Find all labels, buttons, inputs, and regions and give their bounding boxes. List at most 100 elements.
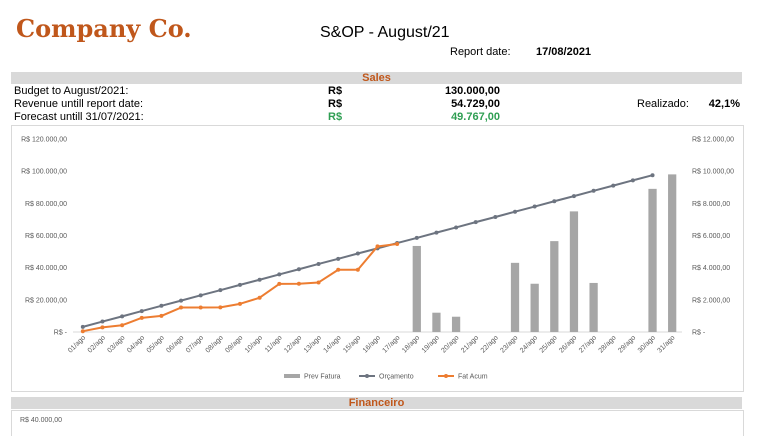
sales-section-header: Sales (11, 72, 742, 84)
legend-label: Fat Acum (458, 374, 488, 381)
fat-acum-point (179, 305, 184, 310)
prev-fatura-bar (668, 174, 677, 332)
prev-fatura-bar (648, 188, 657, 332)
fat-acum-point (218, 305, 223, 310)
fat-acum-point (277, 281, 282, 286)
x-axis-tick-label: 23/ago (499, 334, 519, 354)
prev-fatura-bar (451, 316, 461, 332)
x-axis-tick-label: 22/ago (480, 334, 500, 354)
fat-acum-point (375, 244, 380, 249)
report-date-label: Report date: (450, 46, 511, 58)
orcamento-point (571, 194, 576, 199)
x-axis-tick-label: 02/ago (87, 334, 107, 354)
orcamento-point (159, 303, 164, 308)
orcamento-point (336, 256, 341, 261)
x-axis-tick-label: 24/ago (519, 334, 539, 354)
orcamento-point (434, 230, 439, 235)
x-axis-tick-label: 10/ago (244, 334, 264, 354)
orcamento-point (630, 178, 635, 183)
orcamento-point (650, 173, 655, 178)
right-axis-tick-label: R$ 8.000,00 (692, 201, 730, 208)
fat-acum-point (296, 281, 301, 286)
fat-acum-point (257, 295, 262, 300)
budget-currency: R$ (328, 85, 343, 97)
x-axis-tick-label: 04/ago (126, 334, 146, 354)
fat-acum-point (139, 315, 144, 320)
left-axis-tick-label: R$ 120.000,00 (21, 137, 67, 144)
revenue-value: 54.729,00 (451, 98, 500, 110)
orcamento-point (218, 288, 223, 293)
x-axis-tick-label: 19/ago (421, 334, 441, 354)
company-name: Company Co. (16, 14, 192, 43)
orcamento-point (355, 251, 360, 256)
fat-acum-point (336, 267, 341, 272)
forecast-label: Forecast untill 31/07/2021: (14, 111, 144, 123)
left-axis-tick-label: R$ 80.000,00 (25, 201, 67, 208)
right-axis-tick-label: R$ 10.000,00 (692, 169, 734, 176)
report-title: S&OP - August/21 (320, 24, 450, 41)
fat-acum-line (82, 243, 398, 333)
orcamento-point (139, 309, 144, 314)
orcamento-point (493, 215, 498, 220)
orcamento-point (316, 261, 321, 266)
x-axis-tick-label: 07/ago (185, 334, 205, 354)
orcamento-line (82, 174, 653, 328)
x-axis-tick-label: 09/ago (224, 334, 244, 354)
fat-acum-point (198, 305, 203, 310)
x-axis-tick-label: 06/ago (165, 334, 185, 354)
financeiro-chart: R$ 40.000,00 (11, 410, 744, 436)
orcamento-point (611, 183, 616, 188)
forecast-currency: R$ (328, 111, 343, 123)
x-axis-tick-label: 15/ago (342, 334, 362, 354)
x-axis-tick-label: 28/ago (598, 334, 618, 354)
orcamento-point (473, 220, 478, 225)
prev-fatura-bar (589, 282, 598, 332)
x-axis-tick-label: 14/ago (323, 334, 343, 354)
x-axis-tick-label: 08/ago (205, 334, 225, 354)
x-axis-tick-label: 27/ago (578, 334, 598, 354)
orcamento-point (179, 298, 184, 303)
financeiro-y-tick: R$ 40.000,00 (20, 417, 63, 424)
orcamento-point (513, 209, 518, 214)
sales-chart-svg: R$ - R$ - R$ 20.000,00 R$ 2.000,00 R$ 40.000… (21, 137, 734, 381)
orcamento-point (532, 204, 537, 209)
legend-swatch (284, 374, 300, 378)
fat-acum-point (80, 329, 85, 334)
legend-swatch-marker (444, 374, 448, 378)
budget-value: 130.000,00 (444, 85, 500, 97)
right-axis-tick-label: R$ - (692, 330, 706, 337)
revenue-label: Revenue untill report date: (14, 98, 144, 110)
left-axis-tick-label: R$ 100.000,00 (21, 169, 67, 176)
left-axis-tick-label: R$ - (54, 330, 68, 337)
x-axis-tick-label: 25/ago (539, 334, 559, 354)
orcamento-point (257, 277, 262, 282)
orcamento-point (591, 188, 596, 193)
x-axis-tick-label: 12/ago (283, 334, 303, 354)
x-axis-tick-label: 29/ago (617, 334, 637, 354)
right-axis-tick-label: R$ 12.000,00 (692, 137, 734, 144)
legend-label: Orçamento (379, 374, 414, 381)
right-axis-tick-label: R$ 6.000,00 (692, 233, 730, 240)
fat-acum-point (355, 267, 360, 272)
orcamento-point (80, 324, 85, 329)
orcamento-point (552, 199, 557, 204)
legend-swatch-marker (365, 374, 369, 378)
fat-acum-point (237, 301, 242, 306)
x-axis-tick-label: 01/ago (67, 334, 87, 354)
orcamento-point (277, 272, 282, 277)
legend-label: Prev Fatura (304, 374, 341, 381)
x-axis-tick-label: 18/ago (401, 334, 421, 354)
prev-fatura-bar (412, 245, 421, 332)
forecast-value: 49.767,00 (451, 111, 500, 123)
fat-acum-point (395, 242, 400, 247)
x-axis-tick-label: 13/ago (303, 334, 323, 354)
orcamento-point (296, 267, 301, 272)
right-axis-tick-label: R$ 2.000,00 (692, 297, 730, 304)
x-axis-tick-label: 20/ago (440, 334, 460, 354)
x-axis-tick-label: 05/ago (146, 334, 166, 354)
x-axis-tick-label: 17/ago (381, 334, 401, 354)
left-axis-tick-label: R$ 40.000,00 (25, 265, 67, 272)
x-axis-tick-label: 03/ago (106, 334, 126, 354)
x-axis-tick-label: 31/ago (656, 334, 676, 354)
orcamento-point (100, 319, 105, 324)
